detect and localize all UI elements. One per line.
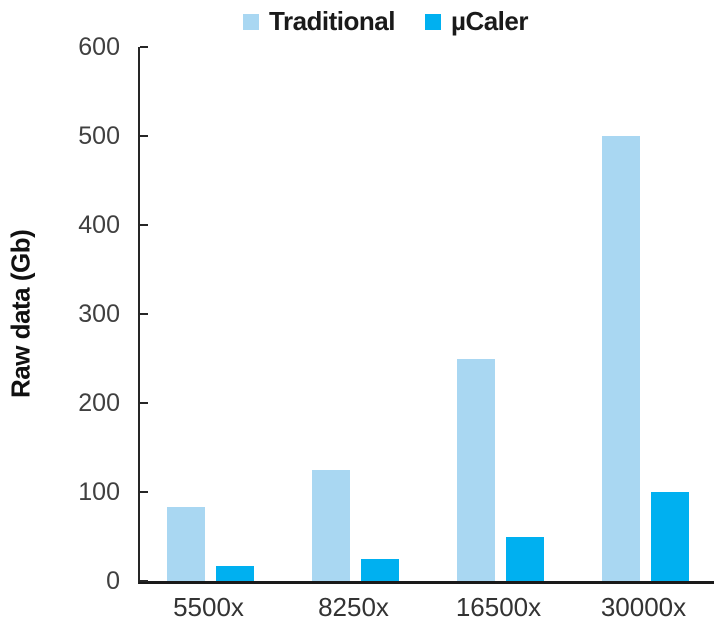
y-axis-tick-labels: 0 100 200 300 400 500 600 bbox=[0, 0, 120, 631]
legend-item-0: Traditional bbox=[243, 6, 395, 37]
y-tick-label: 500 bbox=[78, 122, 120, 150]
bar-traditional-8250x bbox=[312, 469, 350, 581]
bar-µcaler-8250x bbox=[361, 558, 399, 581]
legend-item-1: µCaler bbox=[424, 6, 529, 37]
y-tick-mark bbox=[140, 313, 148, 315]
y-tick-label: 0 bbox=[106, 567, 120, 595]
x-tick-label: 30000x bbox=[600, 592, 687, 622]
x-tick-label: 16500x bbox=[455, 592, 542, 622]
bar-traditional-16500x bbox=[457, 358, 495, 581]
y-tick-label: 100 bbox=[78, 478, 120, 506]
y-tick-mark bbox=[140, 580, 148, 582]
y-tick-label: 300 bbox=[78, 300, 120, 328]
y-tick-mark bbox=[140, 224, 148, 226]
x-tick-label: 8250x bbox=[318, 592, 389, 622]
legend-swatch-icon bbox=[243, 13, 259, 30]
legend-label: µCaler bbox=[450, 6, 529, 36]
y-tick-mark bbox=[140, 135, 148, 137]
plot-area bbox=[138, 46, 714, 584]
y-tick-label: 200 bbox=[78, 389, 120, 417]
bar-µcaler-5500x bbox=[216, 565, 254, 581]
legend: Traditional µCaler bbox=[25, 6, 721, 37]
x-tick-label: 5500x bbox=[173, 592, 244, 622]
legend-label: Traditional bbox=[269, 6, 395, 36]
bar-traditional-5500x bbox=[167, 507, 205, 581]
y-tick-mark bbox=[140, 491, 148, 493]
bar-µcaler-30000x bbox=[651, 492, 689, 581]
y-tick-mark bbox=[140, 402, 148, 404]
bar-traditional-30000x bbox=[602, 136, 640, 581]
y-tick-label: 600 bbox=[78, 33, 120, 61]
y-tick-mark bbox=[140, 46, 148, 48]
x-axis-labels: 5500x 8250x 16500x 30000x bbox=[138, 592, 712, 626]
legend-swatch-icon bbox=[424, 13, 441, 30]
y-tick-label: 400 bbox=[78, 211, 120, 239]
bar-µcaler-16500x bbox=[506, 536, 544, 581]
